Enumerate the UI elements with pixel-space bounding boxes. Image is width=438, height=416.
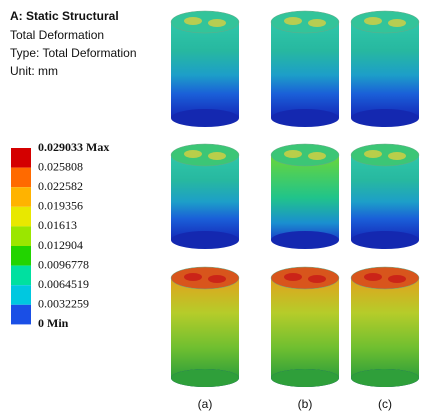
model-top: [271, 267, 339, 289]
legend-label: 0.025808: [38, 159, 83, 173]
model-body: [271, 278, 339, 378]
model-body: [171, 155, 239, 240]
legend-label: 0.0032259: [38, 297, 89, 311]
legend-swatch: [11, 285, 31, 305]
legend-swatch: [11, 266, 31, 286]
model-top: [171, 11, 239, 33]
page: A: Static Structural Total Deformation T…: [0, 0, 438, 416]
model-base: [171, 109, 239, 127]
model-top-detail: [284, 150, 302, 158]
model-top-detail: [284, 17, 302, 25]
model-body: [351, 278, 419, 378]
model-base: [171, 231, 239, 249]
legend-swatch: [11, 226, 31, 246]
model-top-detail: [388, 275, 406, 283]
model-top: [271, 144, 339, 166]
model-top-detail: [308, 152, 326, 160]
model-top-detail: [364, 273, 382, 281]
models: [171, 11, 419, 387]
legend-label: 0.01613: [38, 218, 77, 232]
panel-label: (a): [198, 397, 213, 411]
info-line: Type: Total Deformation: [10, 46, 137, 60]
legend-label: 0.0096778: [38, 257, 89, 271]
model-top: [171, 267, 239, 289]
legend-swatch: [11, 305, 31, 325]
model-top-detail: [284, 273, 302, 281]
model-top-detail: [208, 152, 226, 160]
model-base: [271, 369, 339, 387]
model-top-detail: [364, 150, 382, 158]
model-top-detail: [388, 152, 406, 160]
model-base: [351, 231, 419, 249]
panel-label: (c): [378, 397, 392, 411]
legend-swatch: [11, 207, 31, 227]
model-top: [351, 11, 419, 33]
model-top: [351, 267, 419, 289]
figure: A: Static Structural Total Deformation T…: [0, 0, 438, 416]
model-base: [171, 369, 239, 387]
model-body: [171, 278, 239, 378]
model-top-detail: [208, 275, 226, 283]
legend-swatch: [11, 187, 31, 207]
info-line: Unit: mm: [10, 64, 58, 78]
model-top-detail: [184, 150, 202, 158]
model-top-detail: [308, 19, 326, 27]
model-top-detail: [388, 19, 406, 27]
model-top-detail: [184, 273, 202, 281]
model-base: [351, 109, 419, 127]
panel-label: (b): [298, 397, 313, 411]
model-body: [351, 155, 419, 240]
model-top: [171, 144, 239, 166]
legend-swatch: [11, 168, 31, 188]
model-body: [271, 22, 339, 118]
model-top-detail: [208, 19, 226, 27]
model-base: [271, 109, 339, 127]
info-line: Total Deformation: [10, 28, 104, 42]
model-top: [271, 11, 339, 33]
model-base: [271, 231, 339, 249]
legend-label: 0.012904: [38, 238, 83, 252]
legend-label: 0.019356: [38, 199, 83, 213]
title: A: Static Structural: [10, 9, 119, 23]
model-top-detail: [184, 17, 202, 25]
model-body: [171, 22, 239, 118]
model-top-detail: [364, 17, 382, 25]
legend-swatch: [11, 246, 31, 266]
legend-swatch: [11, 148, 31, 168]
legend-label: 0.0064519: [38, 277, 89, 291]
legend-label: 0 Min: [38, 316, 69, 330]
model-top: [351, 144, 419, 166]
model-body: [351, 22, 419, 118]
model-base: [351, 369, 419, 387]
model-body: [271, 155, 339, 240]
legend-label: 0.029033 Max: [38, 140, 109, 154]
model-top-detail: [308, 275, 326, 283]
legend-label: 0.022582: [38, 179, 83, 193]
